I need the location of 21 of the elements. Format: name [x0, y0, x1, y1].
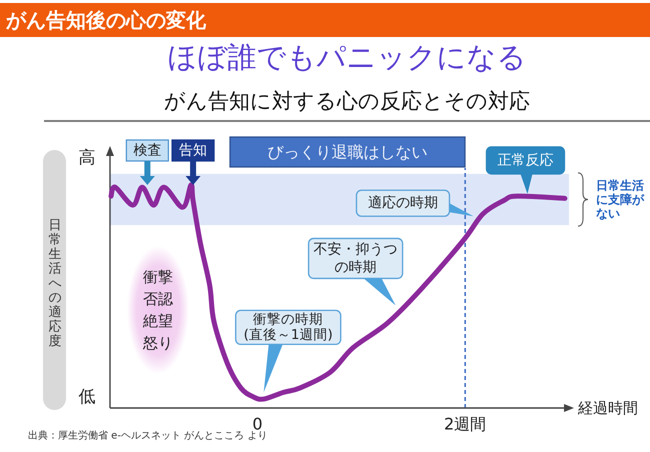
annotation: 衝撃	[143, 268, 173, 286]
annotation: 否認	[143, 290, 173, 308]
annotation: 不安・抑うつの時期	[314, 241, 398, 276]
text: 低	[78, 387, 96, 407]
chart-title: がん告知後の心の変化	[5, 8, 207, 32]
x-tick-label: 2週間	[444, 414, 486, 434]
annotation: 怒り	[142, 334, 173, 352]
annotation: 正常反応	[497, 152, 554, 168]
annotation: 告知	[179, 142, 208, 158]
annotation: 絶望	[142, 312, 173, 330]
annotation: 検査	[133, 142, 162, 158]
band-label: 日常生活に支障がない	[596, 178, 645, 220]
text: 日常生活への適応度	[48, 218, 62, 348]
text: 高	[78, 148, 96, 168]
annotation: 衝撃の時期(直後～1週間)	[244, 312, 333, 344]
chart-subtitle: ほぼ誰でもパニックになる	[168, 40, 526, 74]
text: がん告知に対する心の反応とその対応	[164, 89, 530, 113]
source-note: 出典：厚生労働省 e-ヘルスネット がんとこころ より	[28, 430, 268, 442]
x-axis-title: 経過時間	[577, 399, 638, 417]
text: びっくり退職はしない	[268, 142, 428, 162]
annotation: 適応の時期	[368, 195, 438, 212]
